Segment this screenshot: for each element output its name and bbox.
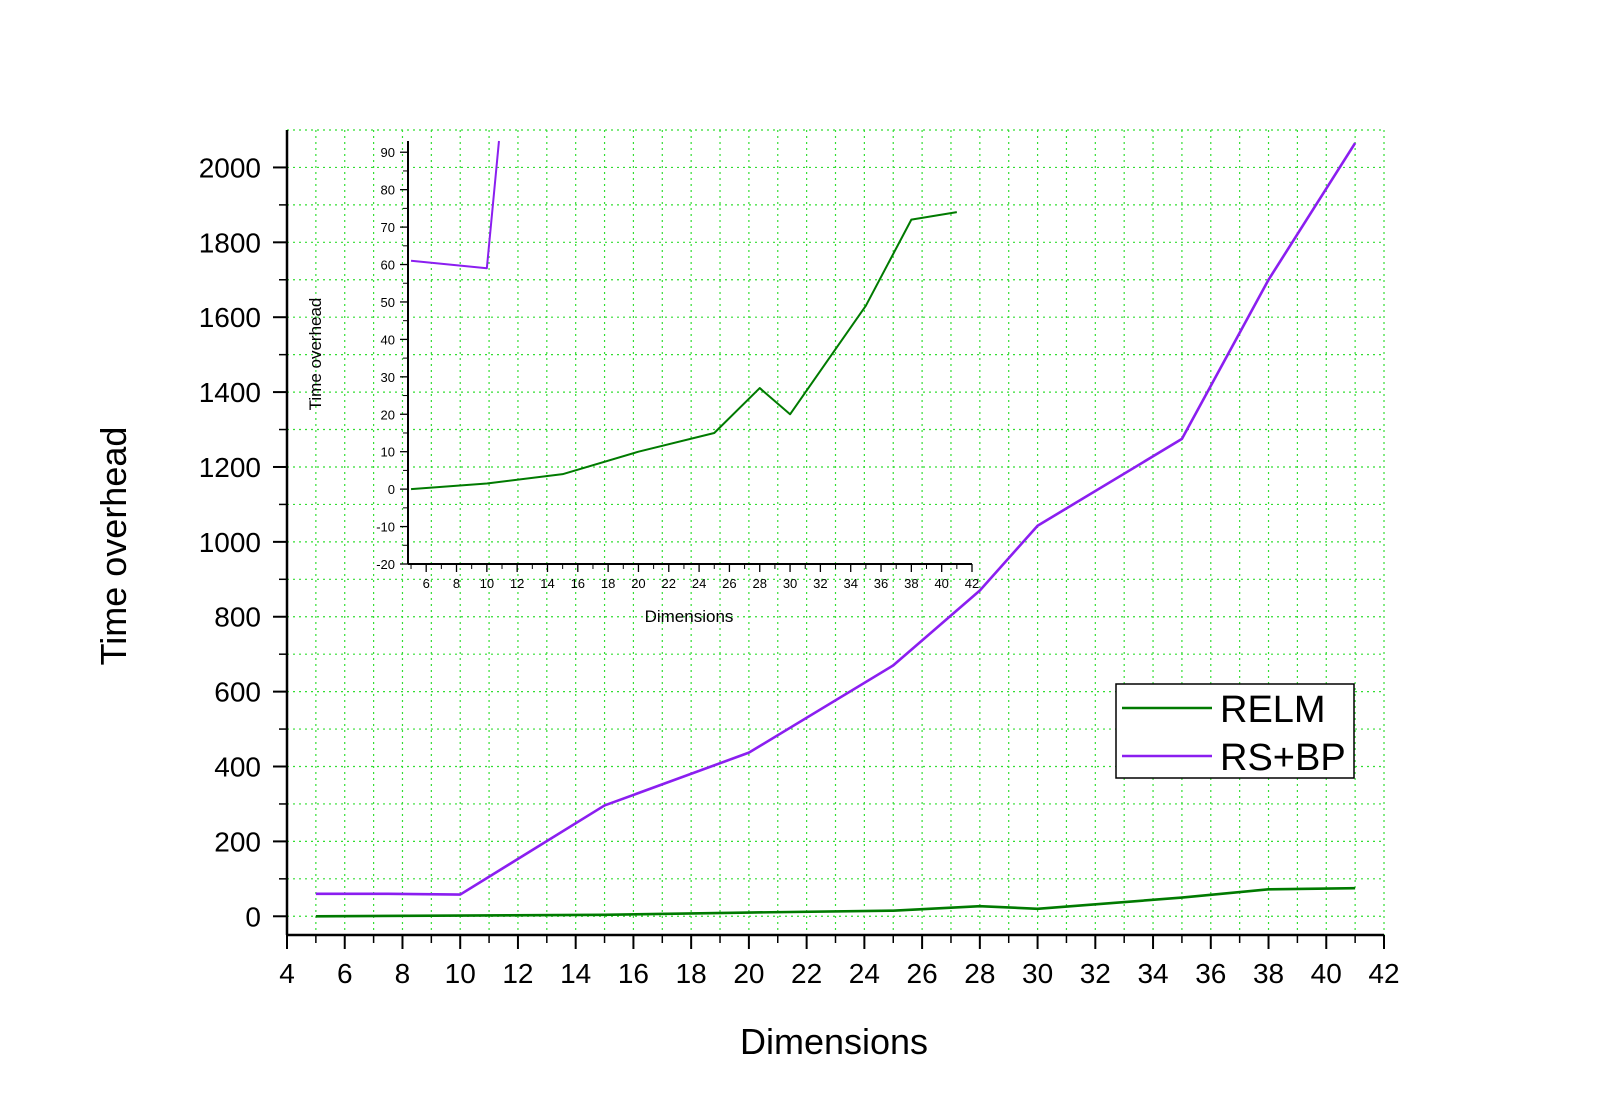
- y-tick-label: 1000: [199, 527, 261, 558]
- inset-x-tick-label: 32: [813, 576, 827, 591]
- inset-y-axis-title: Time overhead: [306, 298, 325, 411]
- x-tick-label: 8: [395, 958, 411, 989]
- y-tick-label: 800: [214, 602, 261, 633]
- x-tick-label: 40: [1311, 958, 1342, 989]
- legend-label: RELM: [1220, 689, 1326, 731]
- x-tick-label: 12: [502, 958, 533, 989]
- inset-x-tick-label: 30: [783, 576, 797, 591]
- inset-x-tick-label: 20: [631, 576, 645, 591]
- inset-y-tick-label: 50: [381, 295, 395, 310]
- x-tick-label: 32: [1080, 958, 1111, 989]
- y-tick-label: 400: [214, 752, 261, 783]
- inset-x-axis-title: Dimensions: [645, 607, 734, 626]
- inset-y-tick-label: 30: [381, 370, 395, 385]
- inset-x-tick-label: 26: [722, 576, 736, 591]
- inset-y-tick-label: -10: [376, 520, 395, 535]
- x-tick-label: 22: [791, 958, 822, 989]
- inset-x-tick-label: 36: [874, 576, 888, 591]
- series-line-relm: [315, 886, 1356, 918]
- inset-x-tick-label: 40: [934, 576, 948, 591]
- inset-x-tick-label: 34: [843, 576, 857, 591]
- y-tick-label: 1800: [199, 227, 261, 258]
- y-tick-label: 600: [214, 677, 261, 708]
- x-tick-label: 14: [560, 958, 591, 989]
- inset-y-tick-label: 80: [381, 183, 395, 198]
- main-y-axis-title: Time overhead: [93, 427, 134, 666]
- y-tick-label: 1600: [199, 302, 261, 333]
- inset-y-tick-label: 20: [381, 407, 395, 422]
- inset-x-tick-label: 38: [904, 576, 918, 591]
- inset-x-tick-label: 8: [453, 576, 460, 591]
- x-tick-label: 42: [1368, 958, 1399, 989]
- series-line-rs-bp: [315, 142, 1357, 896]
- x-tick-label: 6: [337, 958, 353, 989]
- inset-x-tick-label: 18: [601, 576, 615, 591]
- x-tick-label: 24: [849, 958, 880, 989]
- inset-x-tick-label: 14: [540, 576, 554, 591]
- y-tick-label: 0: [245, 901, 261, 932]
- inset-series-line-relm: [410, 211, 958, 491]
- inset-y-tick-label: 60: [381, 258, 395, 273]
- inset-axes: 6 8 10 12 14 16 18 20 22 24 26 28 30 32 34 36 38 40 42 -20 -…: [376, 141, 979, 591]
- inset-x-tick-label: 42: [965, 576, 979, 591]
- inset-y-tick-label: 70: [381, 220, 395, 235]
- inset-y-tick-label: 90: [381, 145, 395, 160]
- x-tick-label: 26: [907, 958, 938, 989]
- x-tick-label: 34: [1137, 958, 1168, 989]
- inset-x-tick-label: 16: [571, 576, 585, 591]
- legend-label: RS+BP: [1220, 737, 1346, 779]
- inset-y-tick-label: 40: [381, 332, 395, 347]
- inset-y-tick-label: -20: [376, 557, 395, 572]
- main-x-axis-title: Dimensions: [740, 1021, 928, 1062]
- x-tick-label: 30: [1022, 958, 1053, 989]
- x-tick-label: 38: [1253, 958, 1284, 989]
- inset-x-tick-label: 24: [692, 576, 706, 591]
- inset-x-tick-label: 22: [662, 576, 676, 591]
- main-axes: 4 6 8 10 12 14 16 18 20 22 24 26 28 30 32 34 36 38 40 42 0 20…: [199, 130, 1400, 989]
- y-tick-label: 1400: [199, 377, 261, 408]
- inset-x-tick-label: 6: [423, 576, 430, 591]
- x-tick-label: 16: [618, 958, 649, 989]
- inset-series: [410, 140, 958, 491]
- inset-y-tick-label: 10: [381, 445, 395, 460]
- main-series: [315, 142, 1357, 918]
- x-tick-label: 20: [733, 958, 764, 989]
- x-tick-label: 28: [964, 958, 995, 989]
- legend-box: [1115, 683, 1355, 779]
- x-tick-label: 4: [279, 958, 295, 989]
- inset-x-tick-label: 12: [510, 576, 524, 591]
- legend: RELM RS+BP: [1115, 683, 1355, 779]
- y-tick-label: 1200: [199, 452, 261, 483]
- inset-series-line-rs-bp: [410, 140, 500, 270]
- inset-x-tick-label: 10: [480, 576, 494, 591]
- main-grid: [287, 129, 1385, 935]
- inset-y-tick-label: 0: [388, 482, 395, 497]
- x-tick-label: 36: [1195, 958, 1226, 989]
- y-tick-label: 200: [214, 826, 261, 857]
- inset-x-tick-label: 28: [753, 576, 767, 591]
- x-tick-label: 10: [445, 958, 476, 989]
- x-tick-label: 18: [676, 958, 707, 989]
- y-tick-label: 2000: [199, 152, 261, 183]
